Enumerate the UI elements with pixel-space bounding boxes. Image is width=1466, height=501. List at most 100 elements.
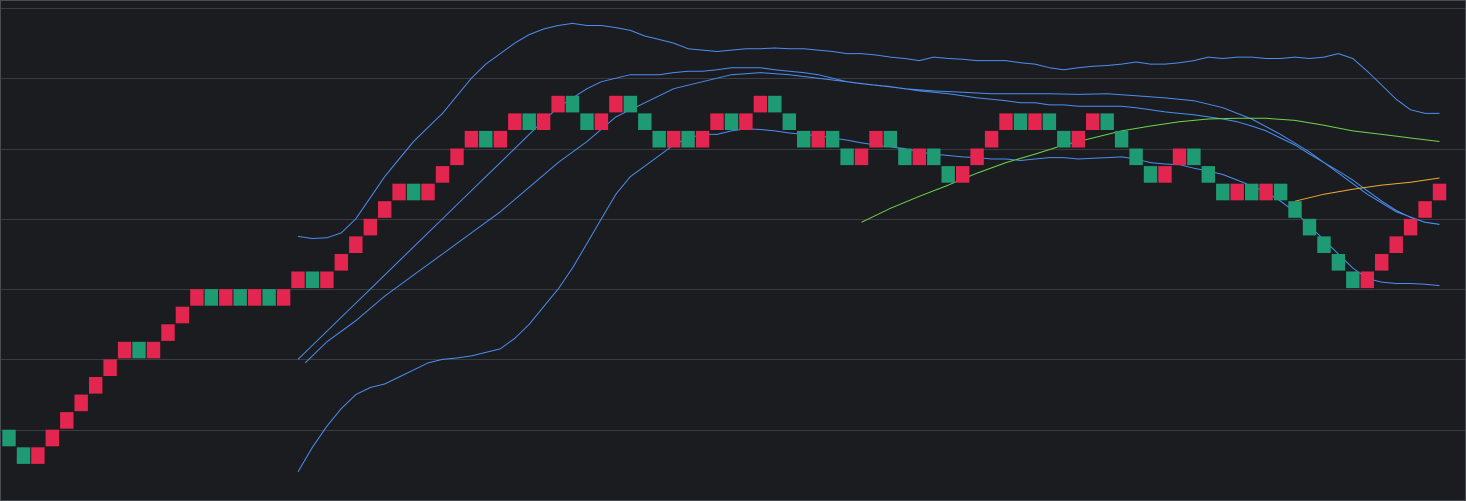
renko-brick-78	[1129, 148, 1143, 166]
renko-brick-22	[320, 271, 334, 289]
renko-brick-67	[970, 148, 984, 166]
renko-brick-17	[247, 289, 262, 306]
renko-brick-82	[1187, 148, 1201, 166]
renko-brick-42	[609, 95, 623, 113]
renko-brick-96	[1389, 236, 1403, 253]
renko-brick-57	[825, 130, 840, 148]
renko-brick-73	[1057, 130, 1071, 148]
renko-brick-29	[421, 183, 435, 201]
renko-brick-62	[898, 148, 912, 166]
renko-brick-33	[479, 130, 493, 148]
renko-brick-48	[695, 130, 710, 148]
renko-brick-86	[1245, 183, 1259, 201]
renko-brick-27	[392, 183, 406, 201]
renko-brick-7	[103, 359, 117, 376]
renko-brick-90	[1302, 218, 1317, 236]
renko-brick-91	[1317, 236, 1331, 253]
renko-brick-21	[305, 271, 320, 289]
renko-brick-56	[811, 130, 825, 148]
renko-brick-14	[204, 289, 218, 306]
renko-brick-19	[276, 289, 291, 306]
renko-brick-66	[956, 166, 970, 183]
renko-brick-47	[681, 130, 695, 148]
renko-brick-64	[927, 148, 941, 166]
renko-brick-40	[580, 113, 594, 130]
renko-brick-37	[536, 113, 551, 130]
renko-brick-88	[1273, 183, 1288, 201]
renko-brick-50	[724, 113, 739, 130]
renko-brick-26	[378, 201, 392, 218]
renko-brick-68	[984, 130, 999, 148]
moving-average-orange-line	[1294, 177, 1440, 202]
renko-brick-72	[1042, 113, 1057, 130]
renko-brick-87	[1259, 183, 1273, 201]
renko-brick-9	[132, 341, 146, 359]
renko-brick-93	[1346, 271, 1360, 289]
renko-brick-46	[667, 130, 681, 148]
renko-brick-69	[999, 113, 1013, 130]
renko-brick-31	[450, 148, 464, 166]
renko-brick-71	[1028, 113, 1042, 130]
renko-brick-94	[1360, 271, 1374, 289]
renko-brick-79	[1143, 166, 1158, 183]
renko-brick-3	[45, 429, 59, 447]
renko-brick-12	[175, 306, 190, 324]
renko-brick-99	[1432, 183, 1447, 201]
renko-brick-70	[1013, 113, 1028, 130]
renko-brick-77	[1114, 130, 1129, 148]
renko-brick-92	[1331, 254, 1346, 271]
renko-brick-63	[912, 148, 926, 166]
renko-brick-36	[522, 113, 536, 130]
renko-brick-18	[262, 289, 276, 306]
renko-brick-53	[768, 95, 782, 113]
renko-brick-30	[435, 166, 450, 183]
renko-brick-44	[638, 113, 652, 130]
renko-brick-0	[2, 429, 16, 447]
renko-brick-81	[1172, 148, 1187, 166]
renko-brick-4	[60, 412, 74, 429]
renko-brick-61	[883, 130, 898, 148]
renko-brick-35	[508, 113, 522, 130]
renko-brick-95	[1375, 254, 1389, 271]
moving-average-fast-line	[304, 72, 1440, 364]
renko-brick-15	[219, 289, 233, 306]
renko-brick-52	[753, 95, 768, 113]
renko-brick-23	[334, 254, 348, 271]
bollinger-upper-line	[297, 22, 1440, 239]
renko-bricks	[2, 95, 1447, 464]
renko-brick-13	[190, 289, 204, 306]
renko-brick-85	[1230, 183, 1244, 201]
renko-brick-1	[16, 447, 31, 464]
renko-brick-28	[406, 183, 421, 201]
indicator-lines	[297, 22, 1440, 473]
renko-brick-34	[493, 130, 507, 148]
renko-brick-54	[782, 113, 796, 130]
renko-brick-74	[1071, 130, 1085, 148]
renko-brick-6	[89, 377, 103, 394]
renko-brick-55	[797, 130, 811, 148]
renko-brick-49	[710, 113, 724, 130]
renko-brick-58	[840, 148, 854, 166]
renko-brick-10	[146, 341, 161, 359]
renko-brick-75	[1086, 113, 1100, 130]
renko-brick-11	[161, 324, 175, 341]
renko-brick-24	[349, 236, 363, 253]
renko-brick-2	[31, 447, 45, 464]
renko-brick-41	[594, 113, 609, 130]
renko-brick-83	[1201, 166, 1215, 183]
renko-brick-60	[869, 130, 883, 148]
renko-brick-5	[74, 394, 88, 412]
renko-brick-98	[1418, 201, 1432, 218]
renko-brick-25	[363, 218, 377, 236]
renko-brick-39	[565, 95, 580, 113]
renko-brick-59	[854, 148, 869, 166]
renko-brick-97	[1403, 218, 1418, 236]
renko-brick-80	[1158, 166, 1172, 183]
renko-brick-45	[652, 130, 666, 148]
renko-brick-51	[739, 113, 753, 130]
renko-brick-16	[233, 289, 247, 306]
renko-brick-43	[623, 95, 637, 113]
